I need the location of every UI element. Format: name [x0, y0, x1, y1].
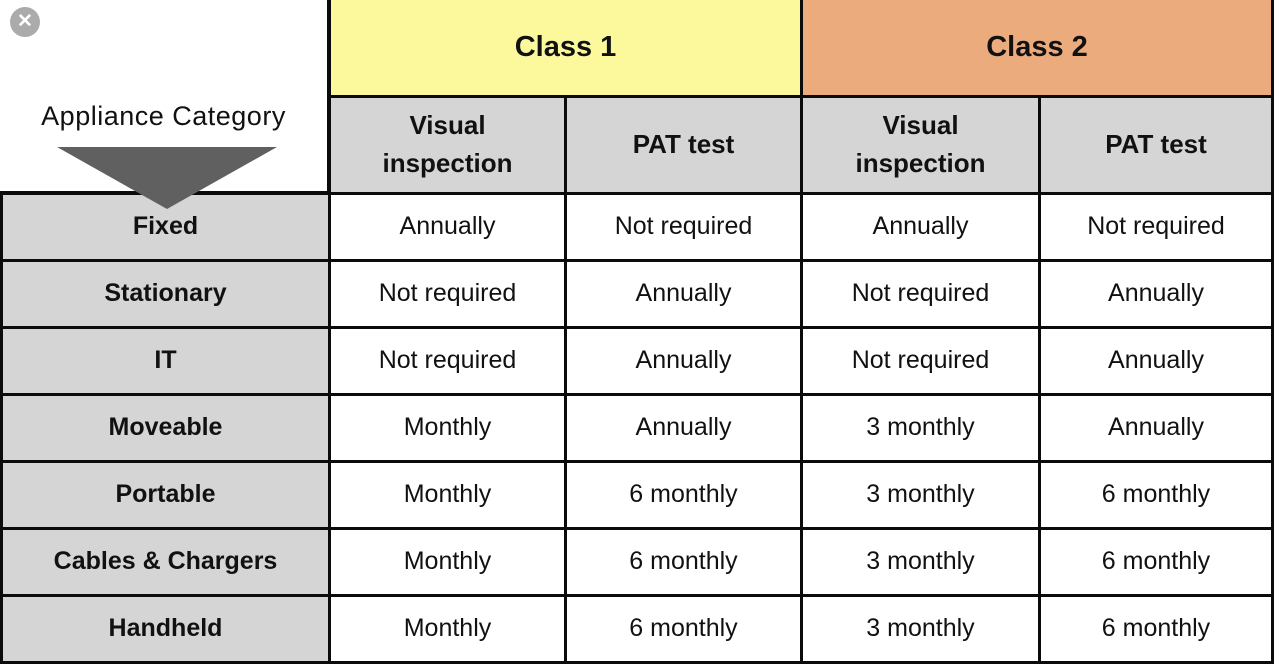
close-button[interactable]: ✕: [10, 7, 40, 37]
appliance-category-label: Appliance Category: [41, 101, 286, 131]
table-cell: 3 monthly: [803, 597, 1041, 664]
table-cell: 3 monthly: [803, 396, 1041, 463]
down-arrow-icon: [57, 147, 277, 209]
row-header-handheld: Handheld: [0, 597, 331, 664]
table-cell: Annually: [1041, 396, 1274, 463]
row-header-it: IT: [0, 329, 331, 396]
table-cell: Annually: [803, 195, 1041, 262]
table-cell: Annually: [567, 329, 803, 396]
row-header-stationary: Stationary: [0, 262, 331, 329]
corner-cell-appliance-category: Appliance Category: [0, 0, 331, 209]
table-cell: 3 monthly: [803, 530, 1041, 597]
subheader-class1-pat: PAT test: [567, 98, 803, 195]
subheader-label: Visual inspection: [855, 110, 986, 178]
class1-label: Class 1: [514, 31, 617, 64]
table-cell: 6 monthly: [567, 597, 803, 664]
subheader-class1-visual: Visual inspection: [331, 98, 567, 195]
table-cell: 3 monthly: [803, 463, 1041, 530]
table-cell: Not required: [331, 262, 567, 329]
table-cell: Not required: [567, 195, 803, 262]
table-cell: Monthly: [331, 463, 567, 530]
row-header-portable: Portable: [0, 463, 331, 530]
table-cell: Monthly: [331, 396, 567, 463]
row-header-moveable: Moveable: [0, 396, 331, 463]
subheader-label: Visual inspection: [382, 110, 513, 178]
table-cell: Not required: [1041, 195, 1274, 262]
table-cell: 6 monthly: [567, 463, 803, 530]
table-cell: Annually: [567, 262, 803, 329]
row-header-cables-chargers: Cables & Chargers: [0, 530, 331, 597]
table-cell: Annually: [1041, 329, 1274, 396]
table-cell: 6 monthly: [567, 530, 803, 597]
table-cell: Annually: [1041, 262, 1274, 329]
class1-header: Class 1: [331, 0, 803, 98]
table-cell: Monthly: [331, 597, 567, 664]
table-cell: 6 monthly: [1041, 463, 1274, 530]
class2-header: Class 2: [803, 0, 1274, 98]
table-cell: Monthly: [331, 530, 567, 597]
table-cell: Not required: [803, 329, 1041, 396]
subheader-class2-pat: PAT test: [1041, 98, 1274, 195]
table-cell: Annually: [331, 195, 567, 262]
close-icon: ✕: [17, 10, 33, 32]
table-cell: Not required: [331, 329, 567, 396]
table-cell: Annually: [567, 396, 803, 463]
subheader-label: PAT test: [1105, 129, 1207, 160]
subheader-label: PAT test: [632, 129, 735, 160]
table-cell: Not required: [803, 262, 1041, 329]
table-cell: 6 monthly: [1041, 597, 1274, 664]
table-cell: 6 monthly: [1041, 530, 1274, 597]
subheader-class2-visual: Visual inspection: [803, 98, 1041, 195]
class2-label: Class 2: [986, 31, 1088, 64]
